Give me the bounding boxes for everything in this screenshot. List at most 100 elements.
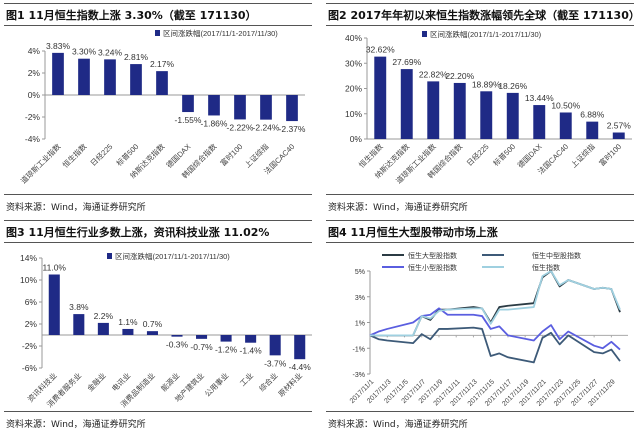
category-label: 能源业 <box>158 370 181 393</box>
legend-swatch <box>155 30 160 36</box>
data-label: 22.20% <box>445 71 474 81</box>
bar <box>97 322 109 335</box>
bar <box>220 335 232 342</box>
legend-label: 恒生大型股指数 <box>408 251 457 260</box>
category-label: 富时100 <box>597 141 624 168</box>
data-label: 22.82% <box>419 69 448 79</box>
bar <box>374 56 387 139</box>
series-line <box>370 270 621 337</box>
category-label: 日经225 <box>464 141 491 168</box>
category-label: 恒生指数 <box>60 141 89 170</box>
data-label: -2.22% <box>227 122 254 132</box>
title-rule <box>4 25 312 26</box>
bar <box>196 335 208 339</box>
series-line <box>370 270 621 337</box>
category-label: 富时100 <box>218 141 245 168</box>
category-label: 金融业 <box>85 370 108 393</box>
title-rule <box>326 25 634 26</box>
legend-label: 恒生小型股指数 <box>408 263 457 272</box>
bar <box>171 335 183 337</box>
series-line <box>369 326 621 364</box>
bar <box>453 82 466 139</box>
legend-label: 区间涨跌幅(2017/11/1-2017/11/30) <box>115 251 230 261</box>
data-label: -1.4% <box>240 346 263 356</box>
bar <box>104 59 116 95</box>
bar <box>480 91 493 139</box>
bar <box>146 331 158 335</box>
y-tick-label: 1% <box>355 321 365 328</box>
data-label: 18.26% <box>498 81 527 91</box>
data-label: -1.86% <box>201 118 228 128</box>
category-label: 原材料业 <box>276 370 305 399</box>
bar <box>182 95 194 113</box>
category-label: 综合业 <box>257 370 280 393</box>
data-label: 3.30% <box>72 47 97 57</box>
y-tick-label: -2% <box>25 112 41 122</box>
y-tick-label: -2% <box>22 341 38 351</box>
y-tick-label: 2% <box>28 68 41 78</box>
bar <box>208 95 220 116</box>
bar <box>294 335 306 360</box>
category-label: 工业 <box>237 370 255 388</box>
source-note: 资料来源：Wind，海通证券研究所 <box>6 420 146 430</box>
data-label: 2.17% <box>150 59 175 69</box>
data-label: 2.81% <box>124 52 149 62</box>
data-label: 32.62% <box>366 45 395 55</box>
chart-svg: 4% 2% 0% -2% -4% 3.83% 道琼斯工业指数 3.30% 恒生指数 3.24% 日经… <box>18 28 306 186</box>
source-note: 资料来源：Wind，海通证券研究所 <box>328 420 468 430</box>
bar <box>52 52 64 95</box>
data-label: -2.24% <box>253 123 280 133</box>
y-tick-label: -4% <box>25 134 41 144</box>
y-tick-label: -1% <box>353 346 365 353</box>
y-tick-label: 10% <box>20 275 37 285</box>
data-label: 27.69% <box>392 57 421 67</box>
bar <box>286 95 298 122</box>
category-label: 标普500 <box>114 141 141 168</box>
bar <box>506 92 519 139</box>
data-label: 13.44% <box>525 93 554 103</box>
data-label: 18.89% <box>472 79 501 89</box>
source-note: 资料来源：Wind，海通证券研究所 <box>6 203 146 213</box>
category-label: 公用事业 <box>202 370 231 399</box>
bar <box>612 132 625 139</box>
bar <box>245 335 257 343</box>
y-tick-label: 3% <box>355 295 365 302</box>
y-tick-label: 6% <box>25 297 38 307</box>
top-rule <box>326 220 634 221</box>
category-label: 道琼斯工业指数 <box>18 141 63 186</box>
bar <box>156 71 168 95</box>
category-label: 电讯业 <box>109 370 132 393</box>
bar <box>559 112 572 139</box>
title-rule <box>326 242 634 243</box>
data-label: 11.0% <box>43 263 67 273</box>
source-rule <box>326 194 634 195</box>
chart-title: 图4 11月恒生大型股带动市场上涨 <box>328 226 498 239</box>
y-tick-label: 10% <box>345 109 362 119</box>
data-label: 0.7% <box>143 319 163 329</box>
bar <box>400 69 413 139</box>
bar <box>122 328 134 335</box>
legend-swatch <box>422 31 427 37</box>
bar <box>130 64 142 95</box>
y-tick-label: 30% <box>345 58 362 68</box>
source-note: 资料来源：Wind，海通证券研究所 <box>328 203 468 213</box>
title-rule <box>4 242 312 243</box>
data-label: -0.7% <box>190 342 213 352</box>
y-tick-label: 40% <box>345 33 362 43</box>
category-label: 标普500 <box>491 141 518 168</box>
source-rule <box>4 411 312 412</box>
data-label: 10.50% <box>551 100 580 110</box>
chart-panel-3: 图3 11月恒生行业多数上涨，资讯科技业涨 11.02% 资料来源：Wind，海通… <box>0 217 316 431</box>
y-tick-label: 20% <box>345 84 362 94</box>
chart-svg: 14%10%6%2%-2%-6%11.0%资讯科技业3.8%消费者服务业2.2%… <box>20 251 312 409</box>
data-label: -1.2% <box>215 345 238 355</box>
chart-title: 图2 2017年年初以来恒生指数涨幅领先全球（截至 171130） <box>328 9 640 22</box>
y-tick-label: 14% <box>20 253 37 263</box>
chart-panel-1: 图1 11月恒生指数上涨 3.30%（截至 171130） 资料来源：Wind，海… <box>0 0 316 214</box>
data-label: 1.1% <box>118 317 138 327</box>
data-label: 3.24% <box>98 47 123 57</box>
top-rule <box>4 3 312 4</box>
y-tick-label: 5% <box>355 269 365 276</box>
category-label: 上证综指 <box>568 141 597 170</box>
